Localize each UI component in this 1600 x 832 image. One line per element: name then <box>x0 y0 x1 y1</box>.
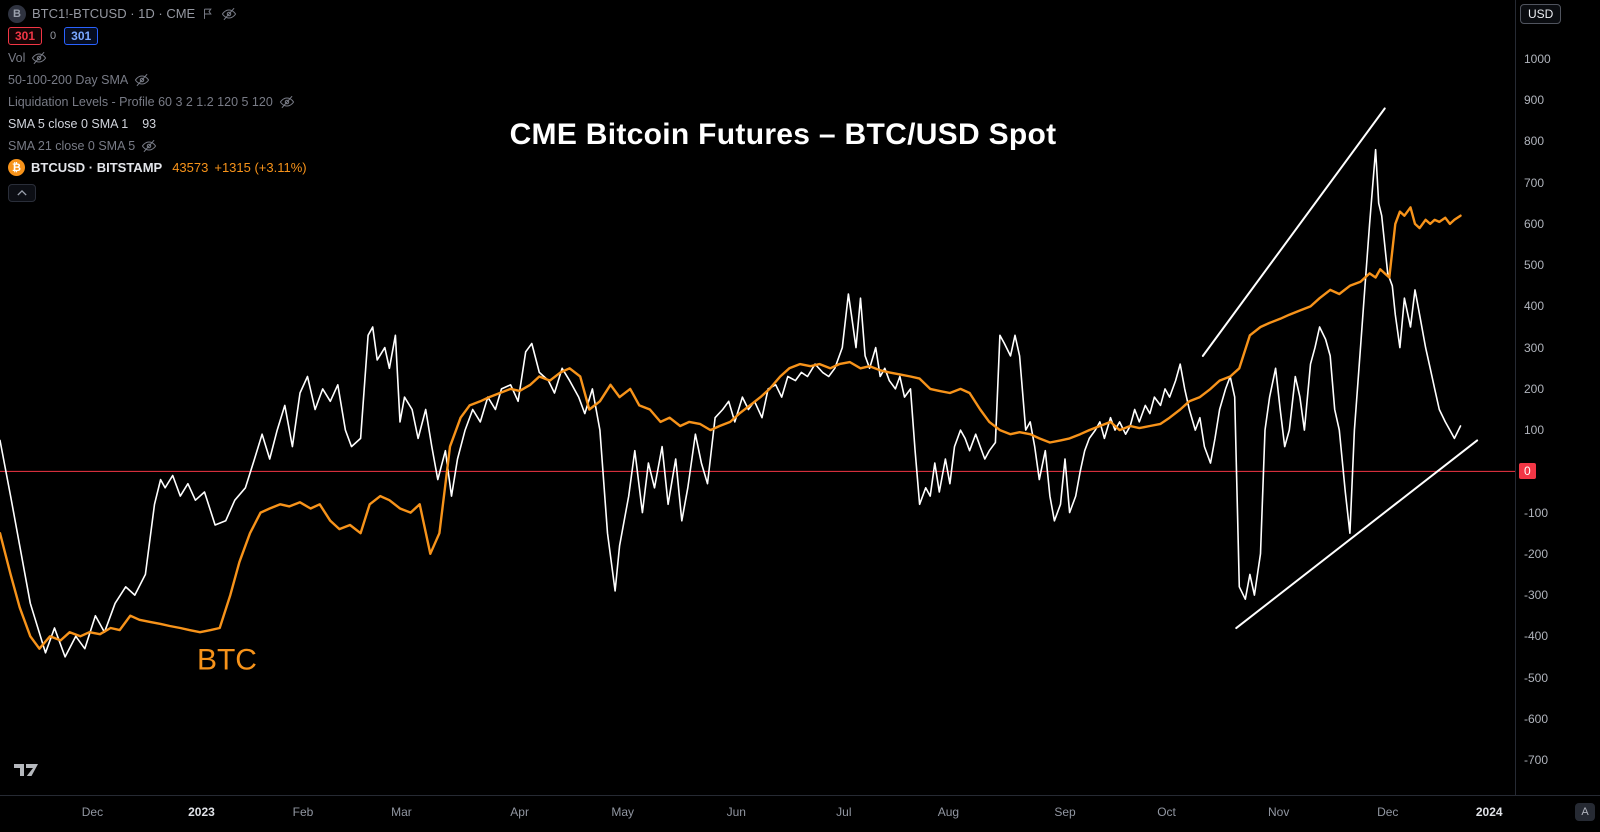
time-tick-month: Dec <box>1377 805 1399 819</box>
rising-wedge-lower-trendline[interactable] <box>1235 439 1479 630</box>
indicator-row-sma-50-100-200[interactable]: 50-100-200 Day SMA <box>8 71 307 88</box>
symbol-legend-row[interactable]: B BTC1!-BTCUSD · 1D · CME <box>8 4 307 23</box>
price-tick-label: -200 <box>1524 546 1549 561</box>
price-tick-label: -500 <box>1524 670 1549 685</box>
chart-title: CME Bitcoin Futures – BTC/USD Spot <box>509 118 1057 151</box>
indicator-label[interactable]: Liquidation Levels - Profile 60 3 2 1.2 … <box>8 94 273 109</box>
price-tick-label: -700 <box>1524 753 1549 767</box>
indicator-row-vol[interactable]: Vol <box>8 49 307 66</box>
indicator-label[interactable]: SMA 21 close 0 SMA 5 <box>8 138 136 153</box>
btc-series-line[interactable] <box>0 206 1462 650</box>
price-tick-label: 800 <box>1524 134 1545 149</box>
eye-hidden-icon[interactable] <box>134 72 150 88</box>
currency-badge[interactable]: USD <box>1520 4 1562 24</box>
eye-hidden-icon[interactable] <box>279 94 295 110</box>
chart-canvas[interactable]: BTC <box>0 0 1515 795</box>
price-tick-label: 900 <box>1524 93 1545 108</box>
time-tick-month: Aug <box>937 805 960 819</box>
spread-values-row: 301 0 301 <box>8 26 307 45</box>
legend-panel: B BTC1!-BTCUSD · 1D · CME 301 0 301 Vol <box>8 4 307 202</box>
tradingview-logo[interactable] <box>14 762 42 783</box>
bitcoin-icon: ₿ <box>8 159 25 176</box>
indicator-row-sma-5[interactable]: SMA 5 close 0 SMA 1 93 <box>8 115 307 132</box>
indicator-value: 93 <box>142 116 157 131</box>
chevron-up-icon <box>17 189 27 196</box>
time-tick-month: Oct <box>1157 805 1176 819</box>
price-tick-label: -300 <box>1524 588 1549 603</box>
price-axis[interactable]: USD 1000 900 800 700 600 500 400 300 200 100 0 -100… <box>1515 0 1600 795</box>
time-tick-month: Apr <box>510 805 529 819</box>
value-badge-blue[interactable]: 301 <box>64 26 99 45</box>
chart-plot-area[interactable]: BTC CME Bitcoin Futures – BTC/USD Spot <box>0 0 1515 795</box>
eye-hidden-icon[interactable] <box>141 138 157 154</box>
indicator-row-sma-21[interactable]: SMA 21 close 0 SMA 5 <box>8 137 307 154</box>
quote-symbol[interactable]: BTCUSD · BITSTAMP <box>31 160 163 175</box>
price-tick-label: 600 <box>1524 216 1545 231</box>
flag-icon[interactable] <box>201 7 215 21</box>
contract-icon: B <box>8 4 26 23</box>
price-tick-label: 100 <box>1524 423 1545 438</box>
price-tick-label: -600 <box>1524 711 1549 726</box>
indicator-row-liquidation-levels[interactable]: Liquidation Levels - Profile 60 3 2 1.2 … <box>8 93 307 110</box>
contract-icon-letter: B <box>13 7 21 20</box>
symbol-title[interactable]: BTC1!-BTCUSD · 1D · CME <box>32 6 196 21</box>
indicator-label[interactable]: 50-100-200 Day SMA <box>8 72 129 87</box>
price-tick-label: -400 <box>1524 629 1549 644</box>
indicator-label[interactable]: SMA 5 close 0 SMA 1 <box>8 116 129 131</box>
time-tick-year: 2024 <box>1475 805 1503 819</box>
zero-price-badge: 0 <box>1519 463 1536 480</box>
time-tick-year: 2023 <box>188 805 215 819</box>
time-tick-month: Feb <box>292 805 314 819</box>
bitcoin-icon-letter: ₿ <box>12 161 21 174</box>
quote-row[interactable]: ₿ BTCUSD · BITSTAMP 43573 +1315 (+3.11%) <box>8 159 307 176</box>
btc-annotation-label: BTC <box>197 643 257 676</box>
value-mid: 0 <box>50 29 57 42</box>
time-axis[interactable]: Dec 2023 Feb Mar Apr May Jun Jul Aug Sep Oct Nov Dec… <box>0 795 1600 832</box>
legend-collapse-button[interactable] <box>8 184 36 202</box>
eye-hidden-icon[interactable] <box>31 50 47 66</box>
eye-hidden-icon[interactable] <box>221 6 237 22</box>
quote-change: +1315 (+3.11%) <box>214 160 307 175</box>
tradingview-17-mark <box>14 764 38 776</box>
time-tick-month: Nov <box>1267 805 1290 819</box>
time-tick-month: Jul <box>836 805 852 819</box>
price-tick-label: 200 <box>1524 381 1545 396</box>
time-tick-month: May <box>611 805 634 819</box>
price-tick-label: 400 <box>1524 299 1545 314</box>
price-tick-label: 300 <box>1524 340 1545 355</box>
price-tick-label: 700 <box>1524 175 1545 190</box>
time-tick-month: Sep <box>1054 805 1076 819</box>
price-tick-label: 500 <box>1524 258 1545 273</box>
quote-price: 43573 <box>172 160 209 175</box>
time-tick-month: Dec <box>81 805 104 819</box>
price-tick-label: -100 <box>1524 505 1549 520</box>
time-tick-month: Mar <box>391 805 412 819</box>
price-tick-label: 1000 <box>1524 52 1551 66</box>
rising-wedge-upper-trendline[interactable] <box>1201 107 1386 357</box>
spread-series-line[interactable] <box>0 148 1462 658</box>
auto-scale-badge[interactable]: A <box>1575 803 1595 821</box>
time-tick-month: Jun <box>726 805 746 819</box>
indicator-label[interactable]: Vol <box>8 50 26 65</box>
value-badge-red[interactable]: 301 <box>8 26 43 45</box>
